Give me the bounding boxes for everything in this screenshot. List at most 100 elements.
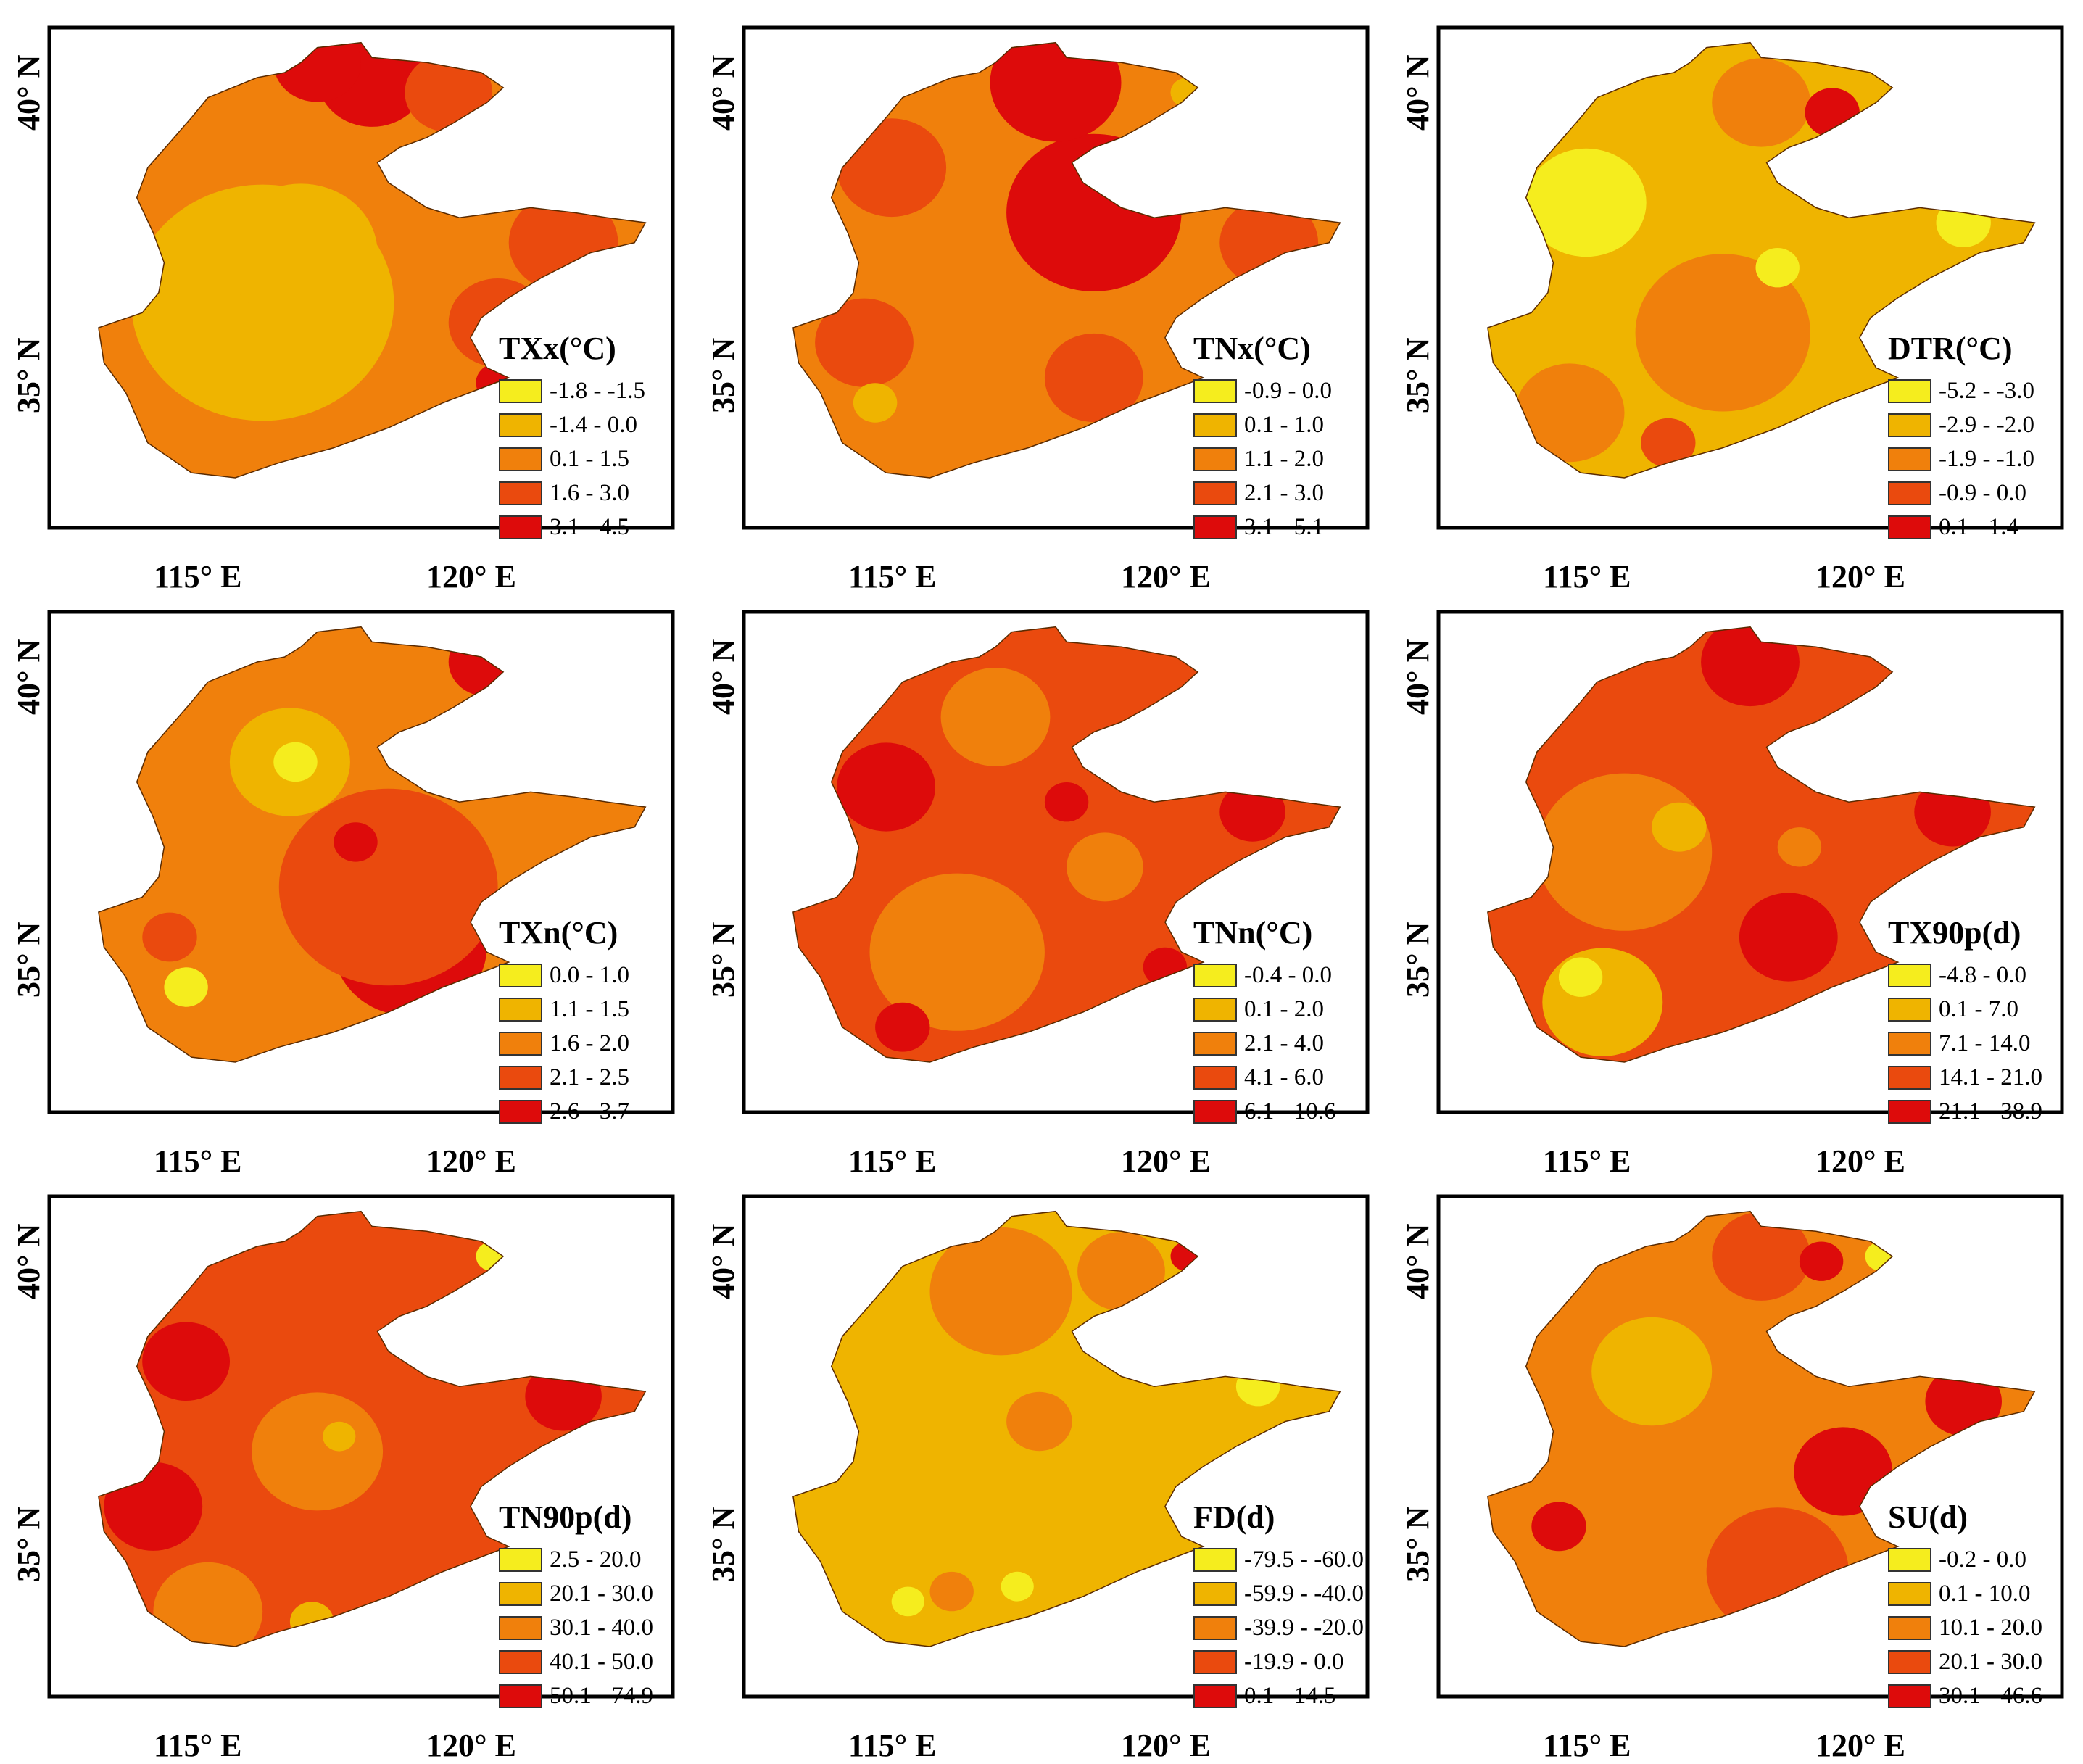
legend-item: 20.1 - 30.0 xyxy=(1888,1645,2042,1679)
value-zone xyxy=(1077,1232,1165,1311)
lat-tick-label: 35° N xyxy=(705,1506,741,1582)
value-zone xyxy=(142,1322,230,1401)
legend-swatch xyxy=(499,413,542,437)
value-zone xyxy=(853,383,898,423)
map-panel: 40° N 35° N 115° E 120° E TXn(°C) 0.0 - … xyxy=(0,584,695,1179)
lat-tick-label: 40° N xyxy=(705,1223,741,1299)
lon-tick-label: 120° E xyxy=(426,1143,516,1179)
legend-label: 50.1 - 74.9 xyxy=(550,1683,653,1709)
legend-item: 6.1 - 10.6 xyxy=(1193,1095,1336,1129)
legend-item: 0.1 - 1.0 xyxy=(1193,408,1332,442)
lat-tick-label: 35° N xyxy=(1400,922,1436,998)
legend-swatch xyxy=(499,515,542,539)
legend-label: 0.1 - 1.4 xyxy=(1939,514,2018,540)
legend-swatch xyxy=(499,1548,542,1572)
map-canvas xyxy=(47,25,675,530)
lat-tick-label: 40° N xyxy=(1400,54,1436,131)
legend-item: 3.1 - 4.5 xyxy=(499,510,645,544)
legend-label: 2.1 - 3.0 xyxy=(1244,480,1324,506)
region-outline xyxy=(792,41,1341,479)
legend-swatch xyxy=(1193,1616,1237,1640)
region-fill xyxy=(1487,1211,2035,1647)
zone-layer xyxy=(1515,58,1991,468)
legend-label: -1.4 - 0.0 xyxy=(550,412,637,438)
map-canvas xyxy=(1436,610,2064,1114)
legend-label: -59.9 - -40.0 xyxy=(1244,1581,1364,1607)
legend-swatch xyxy=(1888,379,1931,403)
legend-label: 3.1 - 4.5 xyxy=(550,514,629,540)
map-canvas xyxy=(47,610,675,1114)
legend-label: 0.1 - 7.0 xyxy=(1939,996,2018,1022)
legend-swatch xyxy=(1888,481,1931,505)
value-zone xyxy=(273,742,318,782)
legend: SU(d) -0.2 - 0.0 0.1 - 10.0 10.1 - 20.0 … xyxy=(1888,1499,2042,1713)
legend-label: -0.9 - 0.0 xyxy=(1939,480,2026,506)
lat-tick-label: 40° N xyxy=(11,54,46,131)
legend-item: 20.1 - 30.0 xyxy=(499,1577,653,1611)
legend-swatch xyxy=(1888,1616,1931,1640)
legend-label: -1.9 - -1.0 xyxy=(1939,446,2034,472)
legend-label: -4.8 - 0.0 xyxy=(1939,962,2026,988)
lon-tick-label: 120° E xyxy=(426,559,516,595)
lat-tick-label: 40° N xyxy=(705,54,741,131)
legend-swatch xyxy=(499,1032,542,1056)
legend-item: 7.1 - 14.0 xyxy=(1888,1027,2042,1061)
lat-tick-label: 40° N xyxy=(11,1223,46,1299)
zone-layer xyxy=(1536,626,1991,1056)
legend-label: 30.1 - 40.0 xyxy=(550,1615,653,1641)
legend-swatch xyxy=(1193,1548,1237,1572)
value-zone xyxy=(875,1002,930,1052)
value-zone xyxy=(929,1571,974,1612)
legend-label: 21.1 - 38.9 xyxy=(1939,1098,2042,1125)
map-canvas xyxy=(47,1194,675,1699)
legend: FD(d) -79.5 - -60.0 -59.9 - -40.0 -39.9 … xyxy=(1193,1499,1364,1713)
legend-item: 30.1 - 40.0 xyxy=(499,1611,653,1645)
legend-item: -0.9 - 0.0 xyxy=(1888,476,2034,510)
value-zone xyxy=(1652,802,1707,852)
legend-label: 1.1 - 2.0 xyxy=(1244,446,1324,472)
value-zone xyxy=(1635,254,1810,412)
legend-item: -1.9 - -1.0 xyxy=(1888,442,2034,476)
legend-swatch xyxy=(1888,1066,1931,1090)
legend-item: -1.4 - 0.0 xyxy=(499,408,645,442)
legend-title: SU(d) xyxy=(1888,1499,1968,1535)
legend-item: 1.6 - 2.0 xyxy=(499,1027,629,1061)
legend-swatch xyxy=(1193,515,1237,539)
legend-swatch xyxy=(1888,1032,1931,1056)
legend-label: 0.1 - 10.0 xyxy=(1939,1581,2031,1607)
value-zone xyxy=(1777,827,1822,867)
legend-label: 6.1 - 10.6 xyxy=(1244,1098,1336,1125)
lat-tick-label: 35° N xyxy=(11,337,46,413)
legend-label: 1.6 - 2.0 xyxy=(550,1030,629,1056)
legend-swatch xyxy=(1888,1684,1931,1708)
legend-swatch xyxy=(1888,1100,1931,1124)
legend: TNx(°C) -0.9 - 0.0 0.1 - 1.0 1.1 - 2.0 2… xyxy=(1193,330,1332,544)
legend-swatch xyxy=(1193,447,1237,471)
legend-swatch xyxy=(1193,1100,1237,1124)
region-outline xyxy=(1487,1210,2036,1647)
value-zone xyxy=(869,873,1045,1031)
lon-tick-label: 120° E xyxy=(1121,1143,1211,1179)
legend-item: -2.9 - -2.0 xyxy=(1888,408,2034,442)
legend-swatch xyxy=(499,1684,542,1708)
legend-label: 20.1 - 30.0 xyxy=(550,1581,653,1607)
region-outline xyxy=(98,626,647,1063)
legend-label: -5.2 - -3.0 xyxy=(1939,378,2034,404)
map-panel: 40° N 35° N 115° E 120° E TX90p(d) -4.8 … xyxy=(1389,584,2083,1179)
value-zone xyxy=(1755,248,1800,288)
legend-item: -0.9 - 0.0 xyxy=(1193,374,1332,408)
legend-item: 0.1 - 10.0 xyxy=(1888,1577,2042,1611)
legend-item: 10.1 - 20.0 xyxy=(1888,1611,2042,1645)
legend-swatch xyxy=(499,1582,542,1606)
legend-item: -39.9 - -20.0 xyxy=(1193,1611,1364,1645)
legend-title: DTR(°C) xyxy=(1888,331,2013,366)
value-zone xyxy=(164,967,208,1007)
value-zone xyxy=(837,742,935,832)
legend-swatch xyxy=(1193,1066,1237,1090)
map-canvas xyxy=(742,610,1370,1114)
legend-swatch xyxy=(1193,964,1237,987)
map-panel: 40° N 35° N 115° E 120° E TNx(°C) -0.9 -… xyxy=(695,0,1389,595)
value-zone xyxy=(323,1421,356,1452)
legend-label: 14.1 - 21.0 xyxy=(1939,1064,2042,1090)
